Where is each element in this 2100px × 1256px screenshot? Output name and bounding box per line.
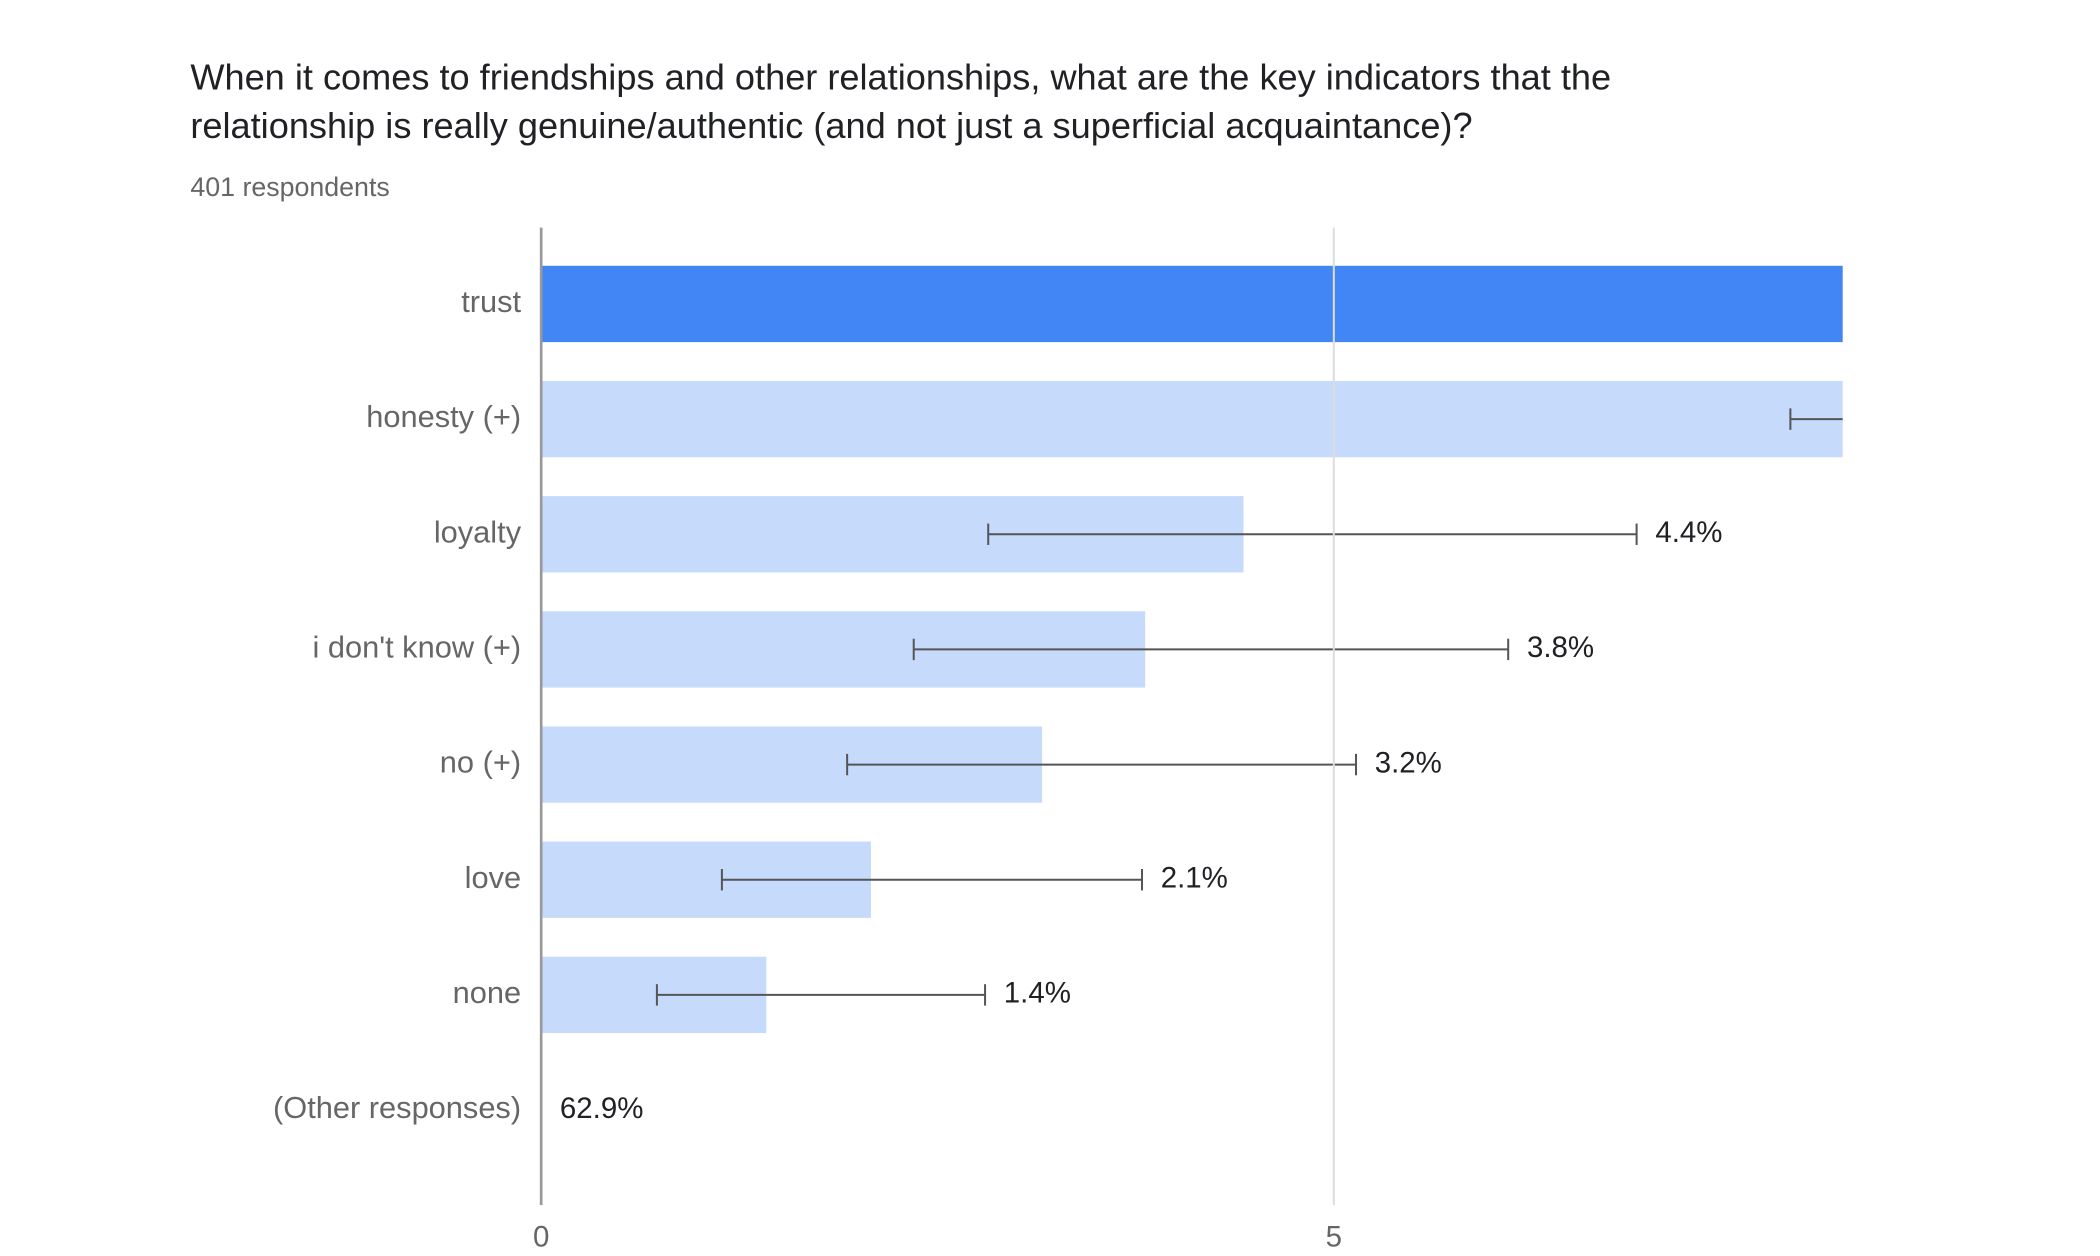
value-label: 62.9% (560, 1092, 643, 1125)
title-box: 4. When it comes to friendships and othe… (190, 54, 1797, 150)
value-label: 4.4% (1655, 516, 1722, 549)
value-label: 1.4% (1004, 977, 1071, 1010)
title-row: 4. When it comes to friendships and othe… (190, 54, 1797, 150)
y-tick-label: trust (461, 284, 521, 319)
y-tick-label: no (+) (440, 745, 521, 780)
bars-group (541, 265, 2100, 1148)
value-label: 2.1% (1161, 862, 1228, 895)
value-label: 3.8% (1527, 631, 1594, 664)
y-tick-label: loyalty (434, 514, 522, 549)
y-tick-label: (Other responses) (273, 1090, 521, 1125)
y-tick-label: i don't know (+) (312, 630, 521, 665)
y-tick-label: love (465, 860, 521, 895)
y-tick-label: none (453, 975, 521, 1010)
x-tick-label: 5 (1326, 1220, 1342, 1253)
y-tick-label: honesty (+) (366, 399, 521, 434)
bar (541, 380, 1843, 458)
chart-subtitle: 401 respondents (190, 172, 389, 202)
bar (541, 1072, 2100, 1148)
chart-title: When it comes to friendships and other r… (190, 57, 1612, 146)
x-tick-label: 0 (533, 1220, 549, 1253)
bar (541, 265, 1843, 343)
value-label: 3.2% (1375, 746, 1442, 779)
